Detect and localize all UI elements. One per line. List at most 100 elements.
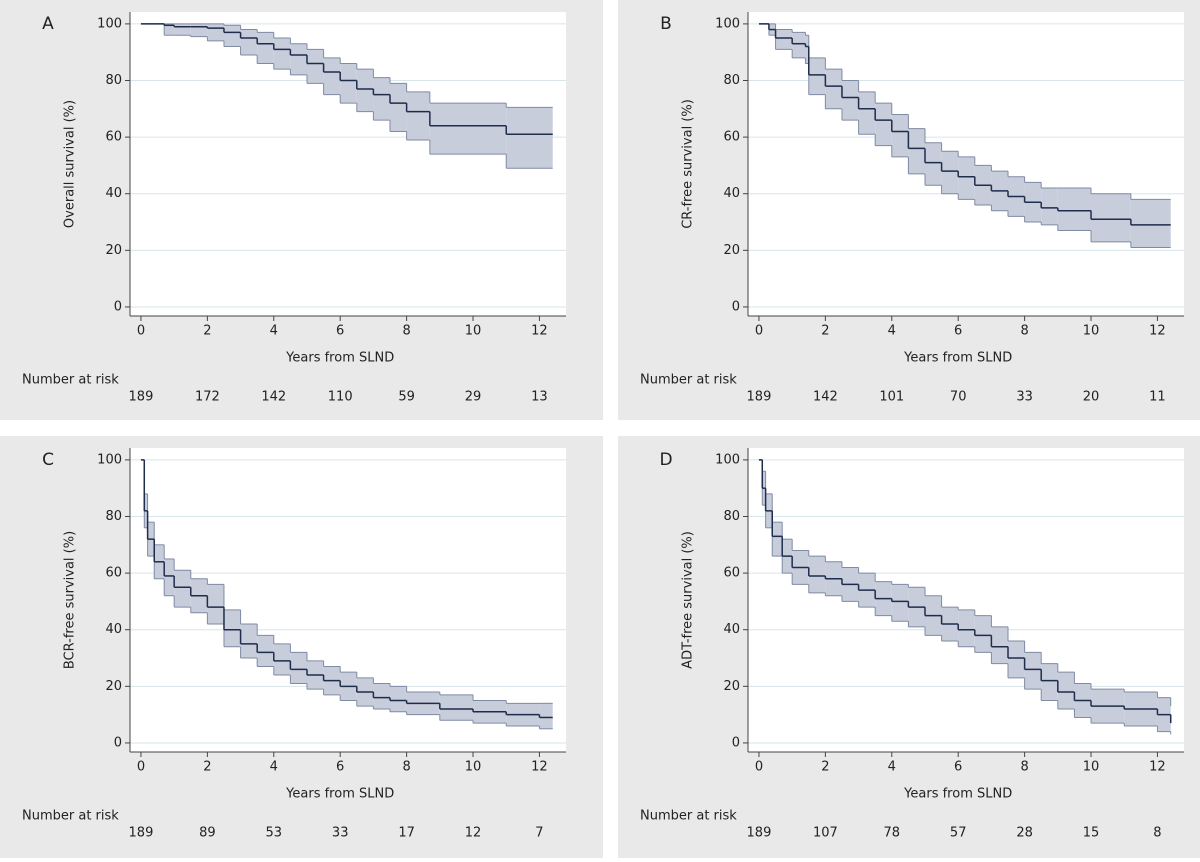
y-axis-label: ADT-free survival (%) — [681, 531, 696, 669]
risk-label: Number at risk — [640, 809, 737, 824]
x-tick-label: 2 — [821, 760, 829, 775]
y-tick-label: 20 — [105, 243, 122, 258]
y-tick-label: 20 — [105, 679, 122, 694]
at-risk-count: 70 — [950, 390, 967, 405]
ci-band — [373, 77, 391, 121]
ci-band — [207, 584, 224, 625]
x-tick-label: 2 — [203, 324, 211, 339]
panel: 0 20 40 60 80 100 0 189 2 172 4 142 6 110 8 59 10 29 12 13 A… — [0, 0, 603, 420]
at-risk-count: 142 — [813, 390, 838, 405]
at-risk-count: 110 — [328, 390, 353, 405]
y-tick-label: 80 — [105, 73, 122, 88]
at-risk-count: 12 — [465, 826, 482, 841]
ci-band — [323, 57, 341, 95]
ci-band — [240, 29, 258, 56]
y-tick-label: 40 — [105, 186, 122, 201]
at-risk-count: 20 — [1083, 390, 1100, 405]
ci-band — [891, 584, 909, 622]
ci-band — [775, 29, 793, 50]
at-risk-count: 29 — [465, 390, 482, 405]
x-tick-label: 6 — [336, 324, 344, 339]
ci-band — [808, 57, 826, 95]
x-tick-label: 4 — [888, 324, 896, 339]
x-tick-label: 2 — [821, 324, 829, 339]
x-tick-label: 8 — [1020, 760, 1028, 775]
ci-band — [273, 38, 291, 70]
x-tick-label: 8 — [1020, 324, 1028, 339]
ci-band — [1008, 641, 1025, 678]
y-tick-label: 100 — [715, 16, 740, 31]
ci-band — [164, 558, 175, 596]
x-tick-label: 12 — [1149, 324, 1166, 339]
at-risk-count: 8 — [1153, 826, 1161, 841]
at-risk-count: 59 — [398, 390, 415, 405]
x-tick-label: 10 — [1083, 760, 1100, 775]
x-tick-label: 0 — [137, 760, 145, 775]
ci-band — [1024, 652, 1042, 690]
at-risk-count: 101 — [879, 390, 904, 405]
y-tick-label: 80 — [723, 509, 740, 524]
risk-label: Number at risk — [22, 373, 119, 388]
x-tick-label: 10 — [1083, 324, 1100, 339]
ci-band — [958, 609, 975, 647]
ci-band — [373, 683, 391, 709]
y-tick-label: 80 — [723, 73, 740, 88]
y-tick-label: 100 — [97, 452, 122, 467]
x-tick-label: 8 — [402, 760, 410, 775]
panel: 0 20 40 60 80 100 0 189 2 107 4 78 6 57 8 28 10 15 12 8 D ADT… — [618, 436, 1200, 858]
x-tick-label: 6 — [954, 760, 962, 775]
ci-band — [1091, 193, 1131, 242]
y-tick-label: 0 — [732, 735, 740, 750]
ci-band — [164, 23, 175, 36]
at-risk-count: 11 — [1149, 390, 1166, 405]
x-tick-label: 12 — [531, 760, 548, 775]
y-tick-label: 60 — [105, 566, 122, 581]
ci-band — [825, 69, 842, 109]
x-tick-label: 0 — [755, 324, 763, 339]
y-tick-label: 100 — [715, 452, 740, 467]
ci-band — [808, 556, 826, 593]
ci-band — [1041, 663, 1058, 701]
ci-band — [207, 23, 224, 41]
ci-band — [429, 103, 507, 155]
at-risk-count: 33 — [332, 826, 349, 841]
ci-band — [190, 23, 208, 37]
ci-band — [223, 25, 241, 47]
ci-band — [875, 103, 892, 146]
ci-band — [240, 624, 258, 659]
x-tick-label: 0 — [755, 760, 763, 775]
ci-band — [1057, 672, 1075, 709]
ci-band — [257, 635, 274, 667]
ci-band — [924, 142, 942, 186]
panel-letter: B — [660, 14, 672, 34]
at-risk-count: 189 — [129, 390, 154, 405]
ci-band — [858, 91, 876, 135]
ci-band — [506, 107, 553, 169]
y-axis-label: Overall survival (%) — [63, 100, 78, 228]
panel-letter: D — [659, 450, 672, 470]
at-risk-count: 189 — [747, 826, 772, 841]
at-risk-count: 53 — [266, 826, 283, 841]
ci-band — [1130, 199, 1171, 248]
at-risk-count: 172 — [195, 390, 220, 405]
x-tick-label: 2 — [203, 760, 211, 775]
x-tick-label: 10 — [465, 324, 482, 339]
at-risk-count: 7 — [535, 826, 543, 841]
x-axis-label: Years from SLND — [285, 351, 394, 366]
y-tick-label: 20 — [723, 679, 740, 694]
at-risk-count: 13 — [531, 390, 548, 405]
ci-band — [174, 570, 191, 608]
x-tick-label: 12 — [1149, 760, 1166, 775]
y-tick-label: 60 — [723, 130, 740, 145]
x-tick-label: 6 — [954, 324, 962, 339]
ci-band — [390, 686, 407, 712]
ci-band — [257, 32, 274, 64]
at-risk-count: 17 — [398, 826, 415, 841]
ci-band — [772, 522, 783, 557]
ci-band — [539, 703, 553, 729]
y-tick-label: 40 — [105, 622, 122, 637]
ci-band — [974, 615, 992, 653]
at-risk-count: 78 — [884, 826, 901, 841]
at-risk-count: 189 — [129, 826, 154, 841]
